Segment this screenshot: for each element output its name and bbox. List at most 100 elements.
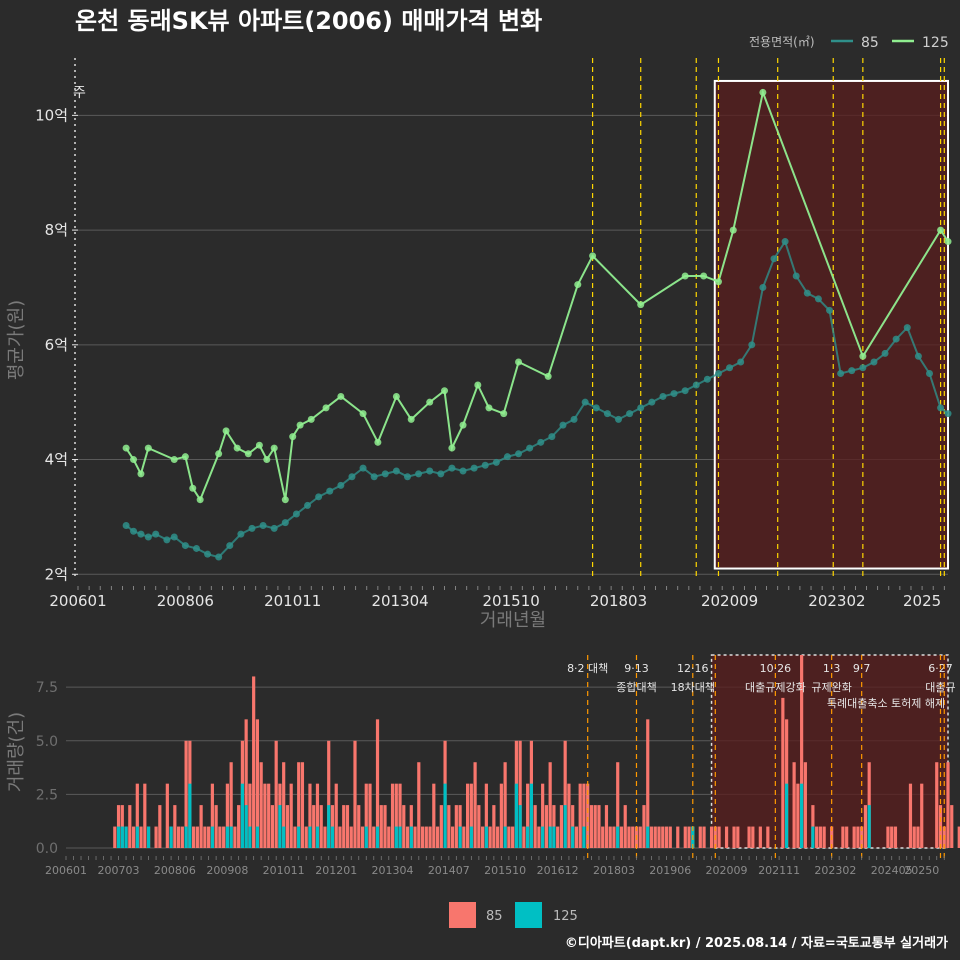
- x-tick-label-volume: 201803: [593, 864, 635, 877]
- bar-85: [158, 805, 162, 848]
- bar-85: [428, 826, 432, 848]
- bar-85: [649, 826, 654, 848]
- x-tick-label-volume: 201906: [649, 864, 691, 877]
- bar-125: [330, 826, 335, 848]
- bar-85: [616, 762, 620, 848]
- bar-85: [608, 826, 612, 848]
- bar-85: [447, 805, 451, 848]
- data-point-85: [781, 238, 789, 246]
- bar-85: [574, 826, 579, 848]
- bar-85: [323, 826, 327, 848]
- data-point-125: [189, 484, 197, 492]
- bar-85: [856, 826, 860, 848]
- bar-125: [244, 805, 248, 848]
- event-label-date: 9·13: [624, 662, 649, 675]
- bar-85: [139, 826, 143, 848]
- data-point-125: [700, 272, 708, 280]
- data-point-125: [714, 278, 722, 286]
- data-point-85: [192, 544, 200, 552]
- bar-85: [222, 826, 226, 848]
- event-label-date: 1·3: [823, 662, 841, 675]
- event-label-date: 6·27: [928, 662, 953, 675]
- bar-85: [173, 805, 177, 848]
- bar-85: [128, 805, 132, 848]
- data-point-85: [248, 524, 256, 532]
- bar-125: [563, 805, 567, 848]
- y-axis-label: 평균가(원): [6, 300, 27, 380]
- bar-85: [702, 826, 706, 848]
- data-point-85: [914, 352, 922, 360]
- bar-85: [218, 826, 222, 848]
- data-point-125: [337, 392, 345, 400]
- data-point-85: [315, 493, 323, 501]
- data-point-125: [122, 444, 130, 452]
- bar-125: [616, 826, 620, 848]
- bar-125: [443, 783, 447, 848]
- bar-85: [289, 783, 293, 848]
- bar-85: [803, 762, 807, 848]
- bar-85: [473, 762, 477, 848]
- bar-85: [229, 762, 233, 848]
- bar-85: [424, 826, 428, 848]
- bar-85: [342, 805, 346, 848]
- bar-125: [120, 826, 124, 848]
- data-point-85: [348, 473, 356, 481]
- bar-85: [664, 826, 669, 848]
- event-label-policy: 규제완화: [811, 681, 851, 694]
- bar-85: [465, 783, 470, 848]
- bar-85: [379, 805, 383, 848]
- bar-125: [541, 826, 545, 848]
- data-point-85: [122, 522, 130, 530]
- x-tick-label-volume: 202009: [706, 864, 748, 877]
- bar-125: [240, 783, 244, 848]
- y-tick-label: 4억: [45, 451, 68, 469]
- legend-label-125: 125: [922, 35, 949, 51]
- x-tick-label: 201510: [483, 592, 540, 610]
- data-point-85: [537, 438, 545, 446]
- bar-85: [661, 826, 665, 848]
- data-point-85: [837, 369, 845, 377]
- bar-85: [709, 826, 714, 848]
- bar-85: [916, 826, 920, 848]
- bar-85: [360, 826, 365, 848]
- bar-85: [402, 805, 406, 848]
- data-point-125: [474, 381, 482, 389]
- bar-85: [255, 719, 260, 848]
- bar-85: [886, 826, 890, 848]
- bar-85: [544, 805, 549, 848]
- data-point-85: [415, 470, 423, 478]
- bar-85: [282, 762, 286, 848]
- data-point-85: [392, 467, 400, 475]
- data-point-85: [637, 404, 645, 412]
- bar-85: [890, 826, 894, 848]
- data-point-85: [448, 464, 456, 472]
- data-point-85: [848, 367, 856, 375]
- data-point-85: [770, 255, 778, 263]
- data-point-125: [859, 352, 867, 360]
- bar-85: [413, 826, 417, 848]
- bar-85: [593, 805, 597, 848]
- bar-85: [511, 826, 515, 848]
- data-point-85: [792, 272, 800, 280]
- data-point-85: [304, 501, 312, 509]
- bar-85: [372, 826, 376, 848]
- bar-125: [364, 826, 368, 848]
- bar-85: [496, 826, 500, 848]
- data-point-85: [204, 550, 212, 558]
- bar-85: [252, 676, 256, 848]
- data-point-85: [426, 467, 434, 475]
- data-point-125: [729, 226, 737, 234]
- data-point-125: [144, 444, 152, 452]
- bar-85: [113, 826, 117, 848]
- y-tick-label-volume: 0.0: [36, 841, 58, 857]
- bar-85: [601, 826, 605, 848]
- data-point-85: [937, 404, 945, 412]
- data-point-125: [500, 410, 508, 418]
- bar-125: [800, 783, 804, 848]
- data-point-125: [289, 433, 297, 441]
- data-point-125: [374, 438, 382, 446]
- data-point-125: [441, 387, 449, 395]
- bar-85: [507, 826, 511, 848]
- source-caption: ©디아파트(dapt.kr) / 2025.08.14 / 자료=국토교통부 실…: [565, 935, 948, 951]
- bar-85: [792, 762, 796, 848]
